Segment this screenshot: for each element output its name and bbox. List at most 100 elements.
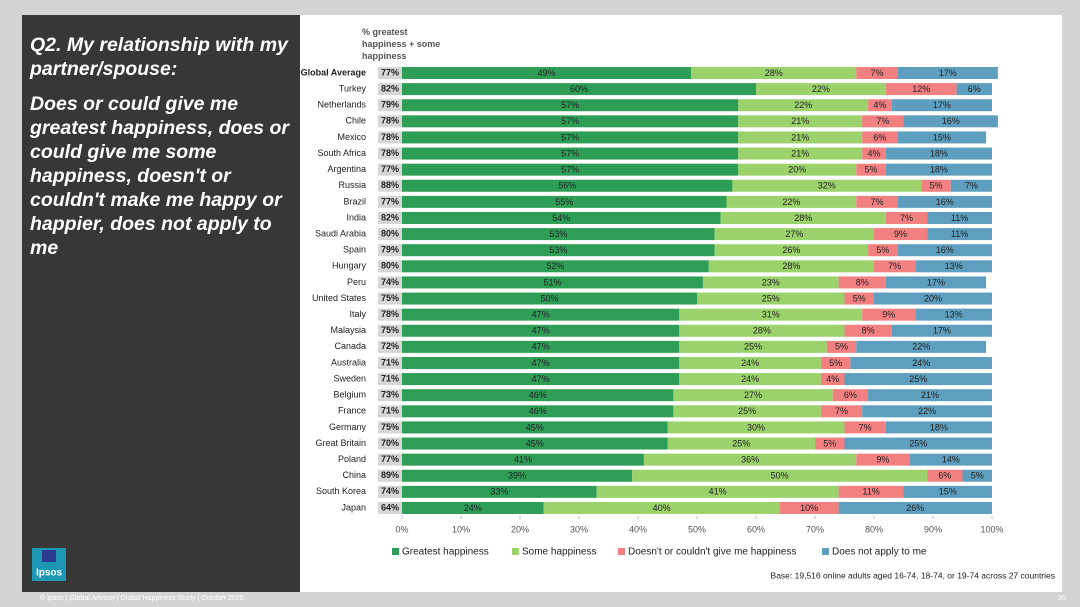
bar-segment [673, 405, 821, 418]
total-label: 80% [381, 261, 399, 271]
total-box [378, 131, 402, 144]
legend-label: Does not apply to me [832, 547, 927, 558]
total-box [378, 324, 402, 337]
total-box [378, 340, 402, 353]
value-label: 50% [540, 293, 558, 303]
value-label: 18% [930, 148, 948, 158]
value-label: 25% [744, 342, 762, 352]
total-box [378, 485, 402, 498]
bar-segment [702, 276, 839, 289]
value-label: 4% [867, 148, 880, 158]
value-label: 6% [968, 84, 981, 94]
value-label: 17% [933, 100, 951, 110]
value-label: 21% [791, 116, 809, 126]
bar-segment [832, 389, 869, 402]
bar-segment [402, 389, 674, 402]
side-panel [22, 15, 300, 592]
total-box [378, 67, 402, 79]
bar-segment [402, 99, 739, 112]
logo-text: Ipsos [36, 568, 63, 579]
value-label: 52% [546, 261, 564, 271]
value-label: 25% [909, 438, 927, 448]
value-label: 23% [762, 277, 780, 287]
value-label: 6% [873, 132, 886, 142]
value-label: 46% [529, 406, 547, 416]
total-label: 73% [381, 390, 399, 400]
category-label: France [338, 406, 366, 416]
bar-segment [862, 308, 916, 321]
total-box [378, 292, 402, 305]
bar-segment [885, 163, 992, 176]
total-label: 78% [381, 132, 399, 142]
value-label: 4% [826, 374, 839, 384]
bar-segment [738, 115, 863, 128]
category-label: Malaysia [330, 325, 366, 335]
value-label: 41% [514, 455, 532, 465]
base-note: Base: 19,516 online adults aged 16-74, 1… [771, 570, 1055, 580]
bar-segment [402, 340, 680, 353]
x-tick-label: 80% [865, 524, 883, 534]
bar-segment [820, 405, 863, 418]
total-label: 78% [381, 148, 399, 158]
bar-segment [885, 276, 987, 289]
bar-segment [862, 405, 992, 418]
category-label: Peru [347, 277, 366, 287]
bar-segment [402, 115, 739, 128]
bar-segment [726, 195, 857, 208]
value-label: 7% [900, 213, 913, 223]
value-label: 53% [549, 245, 567, 255]
value-label: 21% [921, 390, 939, 400]
value-label: 57% [561, 132, 579, 142]
value-label: 21% [791, 148, 809, 158]
value-label: 22% [918, 406, 936, 416]
bar-segment [862, 147, 886, 160]
value-label: 26% [906, 503, 924, 513]
value-label: 56% [558, 181, 576, 191]
value-label: 5% [823, 438, 836, 448]
bar-segment [838, 485, 904, 498]
bar-segment [756, 83, 886, 96]
value-label: 57% [561, 165, 579, 175]
value-label: 26% [782, 245, 800, 255]
value-label: 20% [924, 293, 942, 303]
total-box [378, 179, 402, 192]
bar-segment [950, 179, 992, 192]
value-label: 16% [936, 245, 954, 255]
question-title: Q2. My relationship with my partner/spou… [30, 34, 288, 80]
value-label: 7% [870, 68, 883, 78]
value-label: 33% [490, 487, 508, 497]
bar-segment [402, 147, 739, 160]
value-label: 11% [951, 229, 968, 239]
value-label: 5% [876, 245, 889, 255]
value-label: 22% [782, 197, 800, 207]
bar-segment [903, 115, 998, 128]
value-label: 36% [741, 455, 759, 465]
value-label: 18% [930, 422, 948, 432]
total-label: 74% [381, 277, 399, 287]
total-box [378, 469, 402, 482]
bar-segment [679, 324, 845, 337]
bar-segment [820, 373, 845, 386]
total-label: 82% [381, 212, 399, 222]
category-label: Saudi Arabia [315, 228, 366, 238]
total-label: 71% [381, 406, 399, 416]
value-label: 60% [570, 84, 588, 94]
bar-segment [402, 276, 703, 289]
category-label: Australia [331, 357, 366, 367]
value-label: 30% [747, 422, 765, 432]
bar-segment [844, 292, 874, 305]
x-tick-label: 60% [747, 524, 765, 534]
value-label: 31% [762, 310, 780, 320]
value-label: 24% [912, 358, 930, 368]
bar-segment [697, 292, 845, 305]
total-box [378, 228, 402, 241]
bar-segment [891, 324, 992, 337]
bar-segment [868, 389, 992, 402]
value-label: 17% [933, 326, 951, 336]
bar-segment [402, 228, 715, 241]
category-label: India [346, 212, 366, 222]
category-label: Brazil [343, 196, 366, 206]
bar-segment [402, 211, 721, 224]
x-tick-label: 0% [395, 524, 408, 534]
value-label: 27% [744, 390, 762, 400]
